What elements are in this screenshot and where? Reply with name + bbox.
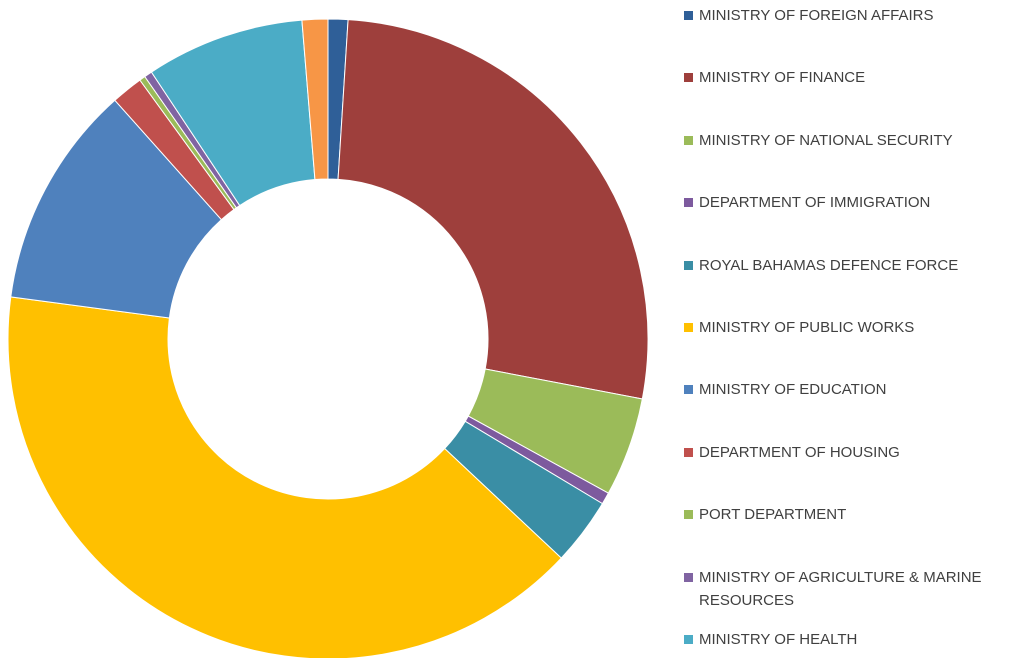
donut-slice <box>337 19 649 400</box>
legend-label: DEPARTMENT OF HOUSING <box>699 443 900 461</box>
legend-label: MINISTRY OF AGRICULTURE & MARINE RESOURC… <box>699 568 982 609</box>
legend-label: MINISTRY OF FOREIGN AFFAIRS <box>699 7 934 24</box>
legend-item: MINISTRY OF AGRICULTURE & MARINE RESOURC… <box>684 566 1019 612</box>
legend-label: MINISTRY OF PUBLIC WORKS <box>699 319 915 336</box>
legend-swatch <box>684 73 693 83</box>
legend-swatch <box>684 635 693 644</box>
legend-swatch <box>684 385 693 395</box>
legend-item: MINISTRY OF EDUCATION <box>684 378 1019 401</box>
legend-label: DEPARTMENT OF IMMIGRATION <box>699 194 931 212</box>
legend-swatch <box>684 198 693 208</box>
legend-item: PORT DEPARTMENT <box>684 503 1019 526</box>
legend-item: DEPARTMENT OF IMMIGRATION <box>684 191 1019 214</box>
legend-item: MINISTRY OF HEALTH <box>684 628 1019 651</box>
legend-swatch <box>684 510 693 520</box>
legend-swatch <box>684 323 693 332</box>
legend-swatch <box>684 572 693 582</box>
legend-label: MINISTRY OF HEALTH <box>699 631 858 648</box>
legend-item: MINISTRY OF NATIONAL SECURITY <box>684 129 1019 152</box>
legend-label: MINISTRY OF FINANCE <box>699 69 866 87</box>
legend-item: MINISTRY OF FINANCE <box>684 66 1019 89</box>
legend-label: MINISTRY OF EDUCATION <box>699 381 887 399</box>
legend-swatch <box>684 11 693 20</box>
legend-swatch <box>684 447 693 457</box>
legend-swatch <box>684 260 693 270</box>
legend-item: MINISTRY OF PUBLIC WORKS <box>684 316 1019 339</box>
legend-label: ROYAL BAHAMAS DEFENCE FORCE <box>699 256 959 274</box>
donut-slice <box>10 99 223 319</box>
legend-item: MINISTRY OF FOREIGN AFFAIRS <box>684 4 1019 27</box>
legend-label: PORT DEPARTMENT <box>699 506 847 524</box>
legend-label: MINISTRY OF NATIONAL SECURITY <box>699 131 953 149</box>
legend-item: ROYAL BAHAMAS DEFENCE FORCE <box>684 254 1019 277</box>
donut-slice <box>7 296 562 658</box>
donut-slice <box>301 18 329 181</box>
legend-swatch <box>684 135 693 145</box>
legend-item: DEPARTMENT OF HOUSING <box>684 441 1019 464</box>
